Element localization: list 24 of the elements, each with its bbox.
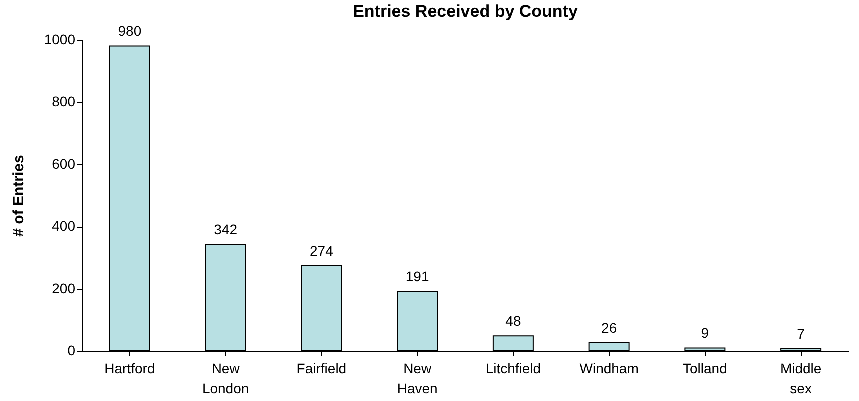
y-tick-label: 200 [52,280,76,296]
x-tick-label: Hartford [104,360,156,376]
x-tick-label: Middle sex [780,360,822,396]
y-tick-label: 0 [68,342,76,358]
y-tick-label: 1000 [44,32,76,48]
y-tick-label: 400 [52,218,76,234]
y-axis-title: # of Entries [10,155,28,237]
data-label: 9 [701,325,710,342]
x-tick-label: Windham [580,360,639,376]
data-label: 980 [118,23,142,40]
x-tick-label: New London [202,360,250,396]
data-label: 274 [310,242,334,259]
data-label: 342 [214,222,238,238]
data-label: 26 [602,320,618,336]
x-tick-label: Fairfield [296,360,347,376]
data-label: 48 [506,313,522,330]
chart-title: Entries Received by County [353,2,578,22]
x-tick-label: New Haven [397,360,438,396]
x-tick-label: Litchfield [486,360,542,376]
y-tick-label: 600 [52,156,76,172]
data-label: 7 [797,326,806,342]
y-tick-label: 800 [52,94,76,110]
x-tick-label: Tolland [683,360,728,376]
data-label: 191 [406,268,430,285]
